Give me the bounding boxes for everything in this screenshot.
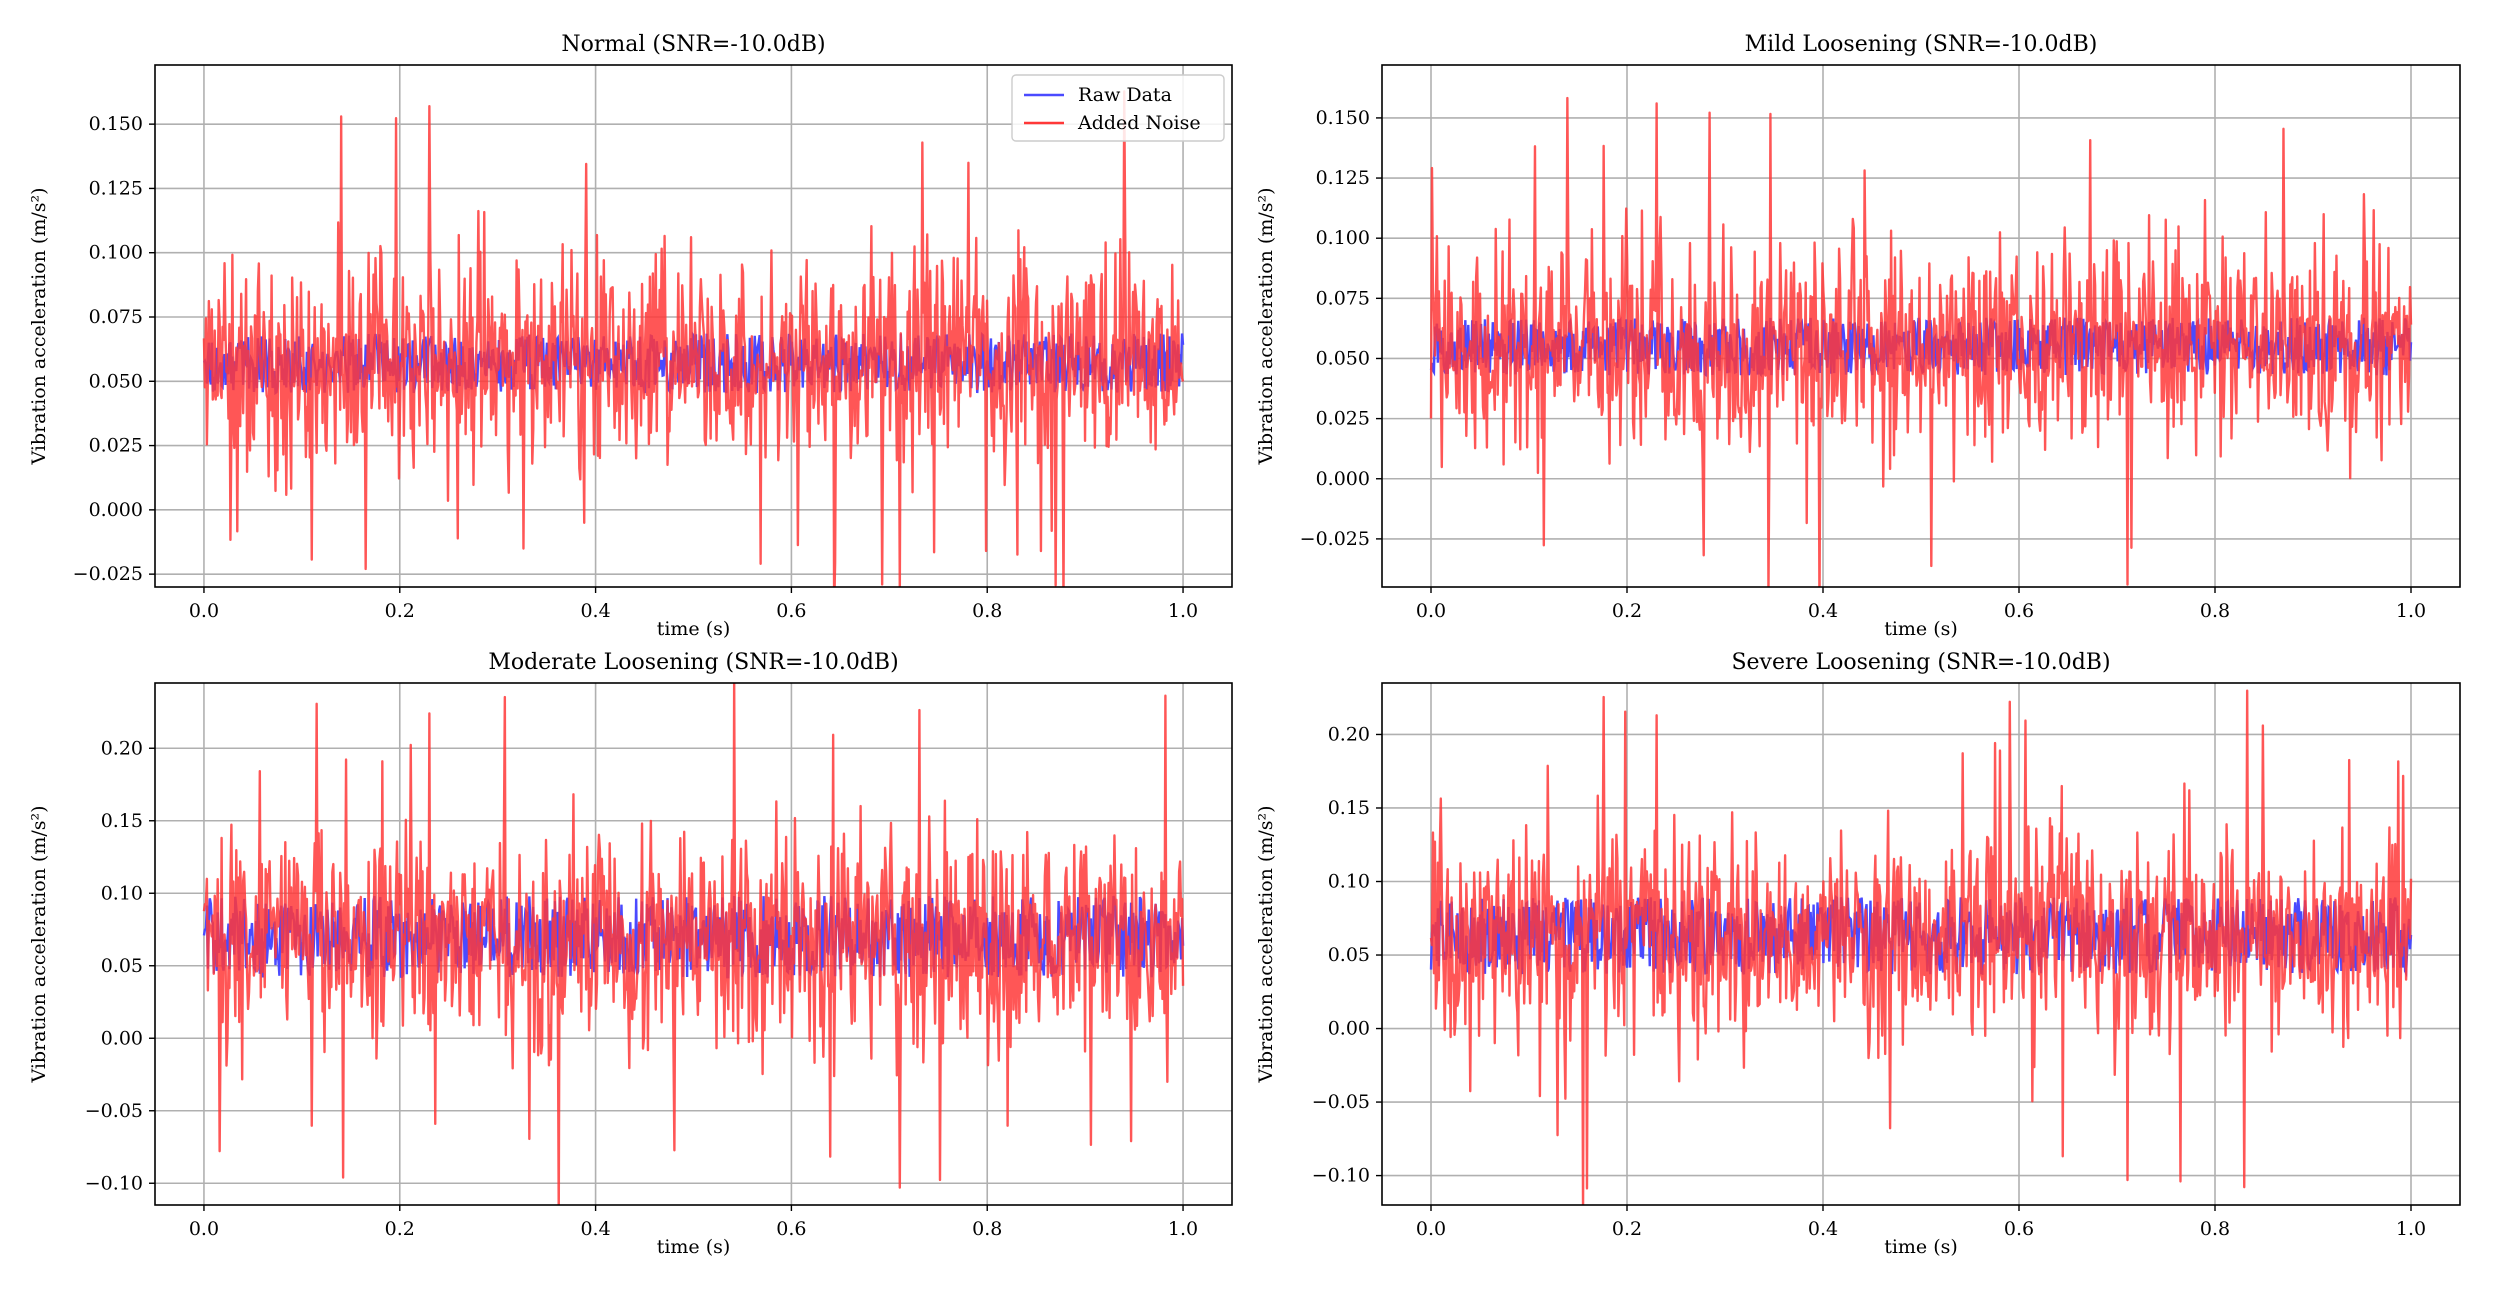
y-tick-label: 0.050 — [89, 370, 143, 392]
y-tick-label: 0.050 — [1316, 347, 1370, 369]
x-tick-label: 0.8 — [972, 1218, 1002, 1240]
y-tick-label: 0.10 — [1328, 871, 1370, 893]
x-axis-label: time (s) — [657, 618, 731, 640]
subplot-2: 0.0 0.2 0.4 0.6 0.8 1.0 −0.025 0.000 0.025 0.050 0… — [1255, 32, 2461, 640]
axes-frame — [154, 682, 1233, 1206]
x-tick-label: 0.8 — [2200, 1218, 2230, 1240]
y-tick-label: 0.150 — [89, 113, 143, 135]
y-tick-label: 0.05 — [1328, 944, 1370, 966]
x-tick-label: 0.2 — [1612, 600, 1642, 622]
x-tick-label: 0.8 — [972, 600, 1002, 622]
subplot-4: 0.0 0.2 0.4 0.6 0.8 1.0 −0.10 −0.05 0.00 0.05 0.10… — [1255, 650, 2461, 1258]
y-axis-label: Vibration acceleration (m/s²) — [1255, 805, 1277, 1083]
chart-title: Severe Loosening (SNR=-10.0dB) — [1731, 650, 2110, 675]
x-tick-label: 0.6 — [2004, 600, 2034, 622]
y-tick-label: 0.075 — [1316, 287, 1370, 309]
x-tick-label: 1.0 — [2396, 1218, 2426, 1240]
y-tick-label: 0.20 — [1328, 723, 1370, 745]
y-tick-label: −0.05 — [1312, 1091, 1370, 1113]
x-tick-label: 0.2 — [1612, 1218, 1642, 1240]
x-tick-label: 1.0 — [1168, 600, 1198, 622]
x-axis-label: time (s) — [1884, 618, 1958, 640]
x-tick-label: 0.0 — [1416, 1218, 1446, 1240]
x-axis-label: time (s) — [1884, 1236, 1958, 1258]
x-tick-label: 0.4 — [1808, 600, 1838, 622]
added-noise-series-line — [202, 90, 1185, 587]
x-tick-label: 0.6 — [776, 1218, 806, 1240]
y-axis-label: Vibration acceleration (m/s²) — [28, 187, 50, 465]
y-tick-label: 0.000 — [89, 499, 143, 521]
subplot-1: 0.0 0.2 0.4 0.6 0.8 1.0 −0.025 0.000 0.025 0.050 0… — [28, 32, 1233, 640]
y-axis-label: Vibration acceleration (m/s²) — [1255, 187, 1277, 465]
x-tick-label: 0.6 — [776, 600, 806, 622]
y-tick-label: 0.025 — [89, 435, 143, 457]
x-tick-label: 0.0 — [1416, 600, 1446, 622]
y-tick-label: 0.15 — [1328, 797, 1370, 819]
added-noise-series-line — [1429, 689, 2413, 1205]
x-tick-label: 0.4 — [580, 600, 610, 622]
y-tick-label: 0.000 — [1316, 468, 1370, 490]
chart-title: Moderate Loosening (SNR=-10.0dB) — [488, 650, 898, 675]
y-tick-label: 0.075 — [89, 306, 143, 328]
y-tick-label: 0.125 — [1316, 167, 1370, 189]
x-tick-label: 1.0 — [2396, 600, 2426, 622]
legend-added-noise-label: Added Noise — [1077, 112, 1201, 134]
x-tick-label: 1.0 — [1168, 1218, 1198, 1240]
axes-frame — [1381, 64, 2461, 588]
x-axis-label: time (s) — [657, 1236, 731, 1258]
y-tick-label: −0.10 — [85, 1172, 143, 1194]
x-tick-label: 0.4 — [580, 1218, 610, 1240]
added-noise-series-line — [202, 683, 1185, 1205]
added-noise-series-line — [1429, 96, 2413, 587]
legend-raw-data-label: Raw Data — [1078, 84, 1172, 106]
y-tick-label: −0.025 — [1300, 528, 1370, 550]
axes-frame — [1381, 682, 2461, 1206]
axes-frame — [154, 64, 1233, 588]
x-tick-label: 0.0 — [189, 1218, 219, 1240]
y-tick-label: 0.10 — [101, 882, 143, 904]
y-tick-label: 0.025 — [1316, 408, 1370, 430]
y-tick-label: 0.100 — [1316, 227, 1370, 249]
y-tick-label: 0.15 — [101, 810, 143, 832]
chart-title: Mild Loosening (SNR=-10.0dB) — [1745, 32, 2098, 57]
x-tick-label: 0.0 — [189, 600, 219, 622]
x-tick-label: 0.2 — [385, 600, 415, 622]
y-tick-label: 0.150 — [1316, 107, 1370, 129]
x-tick-label: 0.4 — [1808, 1218, 1838, 1240]
subplot-3: 0.0 0.2 0.4 0.6 0.8 1.0 −0.10 −0.05 0.00 0.05 0.10… — [28, 650, 1233, 1258]
y-tick-label: 0.125 — [89, 177, 143, 199]
y-tick-label: 0.20 — [101, 737, 143, 759]
y-tick-label: −0.025 — [73, 563, 143, 585]
y-tick-label: 0.00 — [1328, 1018, 1370, 1040]
x-tick-label: 0.6 — [2004, 1218, 2034, 1240]
y-tick-label: −0.05 — [85, 1100, 143, 1122]
chart-title: Normal (SNR=-10.0dB) — [561, 32, 825, 57]
y-tick-label: 0.00 — [101, 1027, 143, 1049]
y-axis-label: Vibration acceleration (m/s²) — [28, 805, 50, 1083]
legend-box — [1011, 74, 1225, 142]
y-tick-label: −0.10 — [1312, 1165, 1370, 1187]
x-tick-label: 0.8 — [2200, 600, 2230, 622]
x-tick-label: 0.2 — [385, 1218, 415, 1240]
y-tick-label: 0.100 — [89, 242, 143, 264]
y-tick-label: 0.05 — [101, 955, 143, 977]
